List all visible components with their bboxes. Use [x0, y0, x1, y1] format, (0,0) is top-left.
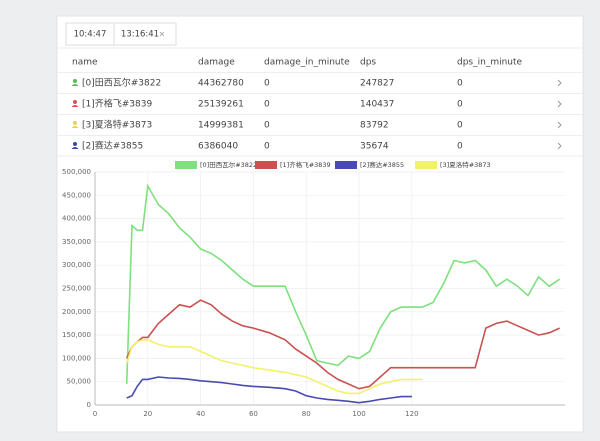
- cell: 0: [457, 100, 463, 110]
- row-expand[interactable]: [557, 142, 562, 150]
- y-tick-label: 300,000: [62, 261, 91, 269]
- cell: 6386040: [198, 142, 238, 152]
- user-icon: [71, 105, 79, 107]
- series-line: [125, 299, 561, 390]
- user-icon: [71, 147, 79, 149]
- cell: 83792: [360, 121, 389, 131]
- y-tick-label: 0: [87, 401, 91, 409]
- cell: 247827: [360, 79, 394, 89]
- legend-swatch[interactable]: [175, 161, 197, 169]
- cell: 35674: [360, 142, 389, 152]
- player-name: [1]齐格飞#3839: [82, 98, 152, 110]
- y-tick-label: 450,000: [62, 191, 91, 199]
- cell: 0: [457, 79, 463, 89]
- y-tick-label: 400,000: [62, 215, 91, 223]
- y-tick-label: 150,000: [62, 331, 91, 339]
- x-tick-label: 120: [405, 410, 418, 418]
- tab-box[interactable]: [113, 22, 177, 46]
- cell: 0: [264, 79, 270, 89]
- y-tick-label: 500,000: [62, 168, 91, 176]
- column-header: name: [72, 58, 98, 68]
- user-icon: [71, 126, 79, 128]
- user-icon: [73, 100, 77, 104]
- cell: 0: [264, 142, 270, 152]
- cell: 140437: [360, 100, 394, 110]
- column-header: dps_in_minute: [457, 58, 523, 68]
- player-name: [3]夏洛特#3873: [82, 119, 152, 131]
- y-tick-label: 100,000: [62, 354, 91, 362]
- player-name: [2]赛达#3855: [82, 140, 143, 152]
- tab-close-icon[interactable]: [159, 31, 165, 37]
- player-name: [0]田西瓦尔#3822: [82, 77, 161, 89]
- column-header: damage: [198, 58, 235, 68]
- y-tick-label: 250,000: [62, 285, 91, 293]
- y-tick-label: 350,000: [62, 238, 91, 246]
- x-tick-label: 60: [249, 410, 258, 418]
- cell: 0: [457, 121, 463, 131]
- tab-label[interactable]: 13:16:41: [121, 30, 159, 40]
- column-header: dps: [360, 58, 376, 68]
- cell: 0: [264, 121, 270, 131]
- legend-label[interactable]: [1]齐格飞#3839: [280, 160, 331, 169]
- legend-label[interactable]: [0]田西瓦尔#3822: [200, 160, 257, 169]
- legend-swatch[interactable]: [255, 161, 277, 169]
- row-expand[interactable]: [557, 79, 562, 87]
- user-icon: [71, 84, 79, 86]
- cell: 0: [264, 100, 270, 110]
- row-expand[interactable]: [557, 100, 562, 108]
- x-tick-label: 20: [143, 410, 152, 418]
- legend-label[interactable]: [2]赛达#3855: [360, 160, 404, 169]
- x-tick-label: 40: [196, 410, 205, 418]
- legend-swatch[interactable]: [415, 161, 437, 169]
- series-line: [125, 183, 561, 385]
- cell: 25139261: [198, 100, 244, 110]
- card: [56, 15, 584, 433]
- row-expand[interactable]: [557, 121, 562, 129]
- legend-label[interactable]: [3]夏洛特#3873: [440, 160, 491, 169]
- cell: 44362780: [198, 79, 244, 89]
- user-icon: [73, 121, 77, 125]
- tab-label[interactable]: 10:4:47: [74, 30, 107, 40]
- x-tick-label: 80: [302, 410, 311, 418]
- legend-swatch[interactable]: [335, 161, 357, 169]
- series-line: [125, 339, 423, 395]
- x-tick-label: 0: [93, 410, 97, 418]
- user-icon: [73, 79, 77, 83]
- user-icon: [73, 142, 77, 146]
- cell: 14999381: [198, 121, 244, 131]
- y-tick-label: 200,000: [62, 308, 91, 316]
- y-tick-label: 50,000: [67, 378, 92, 386]
- column-header: damage_in_minute: [264, 58, 350, 68]
- x-tick-label: 100: [352, 410, 365, 418]
- cell: 0: [457, 142, 463, 152]
- series-line: [126, 376, 412, 404]
